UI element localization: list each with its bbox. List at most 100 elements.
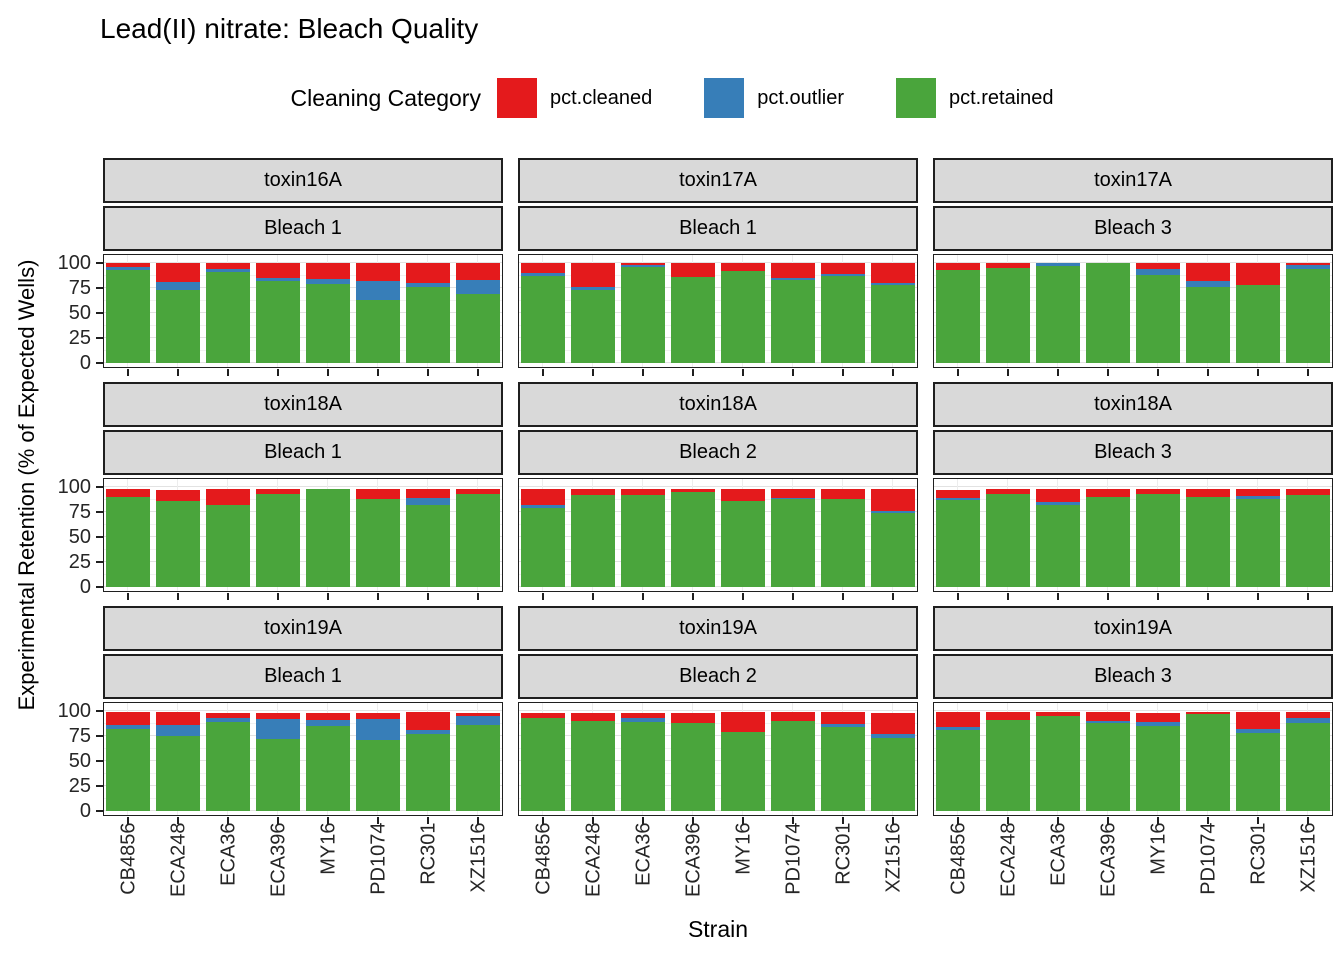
gridline-major (104, 362, 502, 363)
x-tick-mark (741, 369, 744, 376)
bar-ECA396 (1085, 489, 1130, 587)
bar-segment-pct-outlier (455, 716, 500, 725)
bar-PD1074 (355, 713, 400, 811)
bar-segment-pct-cleaned (1085, 712, 1130, 721)
y-tick-label: 0 (79, 351, 91, 374)
gridline-major (104, 735, 502, 736)
bar-segment-pct-cleaned (720, 489, 765, 501)
bar-segment-pct-outlier (105, 267, 150, 270)
y-tick-label: 75 (68, 724, 91, 747)
x-tick-mark (741, 593, 744, 600)
bar-segment-pct-retained (1285, 269, 1330, 363)
bar-XZ1516 (1285, 263, 1330, 363)
y-tick-mark (96, 286, 103, 289)
x-tick-mark (1256, 817, 1259, 824)
bar-segment-pct-cleaned (355, 489, 400, 499)
bar-segment-pct-cleaned (1135, 263, 1180, 269)
bar-segment-pct-retained (720, 271, 765, 363)
bar-segment-pct-retained (620, 267, 665, 363)
bar-segment-pct-outlier (1235, 729, 1280, 733)
bar-segment-pct-cleaned (305, 713, 350, 720)
facet-strip-bleach: Bleach 1 (103, 430, 503, 475)
bar-segment-pct-cleaned (1185, 712, 1230, 714)
bar-segment-pct-retained (355, 300, 400, 363)
gridline-minor (104, 772, 502, 774)
x-tick-label-CB4856: CB4856 (947, 822, 969, 895)
gridline-major (934, 486, 1332, 487)
gridline-minor (934, 722, 1332, 724)
gridline-minor (104, 324, 502, 326)
bar-segment-pct-retained (105, 497, 150, 587)
bar-segment-pct-outlier (770, 278, 815, 280)
x-tick-mark (326, 817, 329, 824)
x-tick-label-MY16: MY16 (1147, 822, 1169, 875)
panel (518, 702, 918, 824)
bar-ECA396 (255, 489, 300, 587)
facet-toxin17A-bleach-3: toxin17A Bleach 3 (933, 158, 1333, 376)
gridline-minor (934, 349, 1332, 351)
bar-segment-pct-outlier (1085, 721, 1130, 723)
x-tick-label-ECA396: ECA396 (267, 822, 289, 898)
bar-segment-pct-retained (570, 290, 615, 363)
y-tick-label: 50 (68, 749, 91, 772)
gridline-major (934, 561, 1332, 562)
bar-MY16 (305, 489, 350, 587)
x-tick-mark (891, 817, 894, 824)
bar-segment-pct-cleaned (455, 263, 500, 280)
bar-segment-pct-retained (620, 495, 665, 587)
chart-title: Lead(II) nitrate: Bleach Quality (100, 13, 479, 44)
x-tick-mark (476, 593, 479, 600)
bar-segment-pct-outlier (870, 734, 915, 738)
bar-segment-pct-retained (720, 501, 765, 587)
x-tick-mark (376, 593, 379, 600)
gridline-major (104, 586, 502, 587)
x-tick-label-RC301: RC301 (832, 822, 854, 885)
bar-ECA248 (155, 712, 200, 811)
bar-CB4856 (935, 263, 980, 363)
x-tick-mark (1256, 369, 1259, 376)
x-tick-label-ECA36: ECA36 (632, 822, 654, 886)
bar-segment-pct-retained (620, 722, 665, 811)
bar-segment-pct-cleaned (620, 263, 665, 265)
gridline-major (519, 287, 917, 288)
bar-segment-pct-outlier (620, 718, 665, 722)
gridline-minor (104, 299, 502, 301)
x-tick-mark (591, 593, 594, 600)
x-tick-mark (476, 369, 479, 376)
facet-strip-bleach: Bleach 3 (933, 654, 1333, 699)
bar-ECA36 (205, 489, 250, 587)
bar-RC301 (405, 263, 450, 363)
bar-segment-pct-retained (520, 276, 565, 363)
bar-segment-pct-retained (870, 513, 915, 587)
bar-segment-pct-cleaned (1035, 712, 1080, 716)
bar-segment-pct-cleaned (620, 713, 665, 718)
bar-segment-pct-cleaned (155, 490, 200, 501)
y-tick-label: 25 (68, 774, 91, 797)
bar-ECA248 (570, 263, 615, 363)
gridline-major (104, 785, 502, 786)
bar-CB4856 (105, 712, 150, 811)
bar-segment-pct-cleaned (1185, 489, 1230, 497)
facet-toxin16A-bleach-1: toxin16A Bleach 1 (103, 158, 503, 376)
bar-segment-pct-outlier (620, 265, 665, 267)
gridline-major (519, 735, 917, 736)
bar-segment-pct-cleaned (205, 713, 250, 718)
bar-PD1074 (770, 263, 815, 363)
bar-segment-pct-cleaned (1085, 489, 1130, 497)
bar-segment-pct-cleaned (155, 263, 200, 282)
x-tick-mark (276, 593, 279, 600)
y-tick-mark (96, 510, 103, 513)
bar-segment-pct-cleaned (1235, 489, 1280, 496)
bar-segment-pct-cleaned (1135, 489, 1180, 494)
x-tick-mark (691, 593, 694, 600)
facet-strip-bleach: Bleach 1 (103, 654, 503, 699)
bar-ECA248 (570, 713, 615, 811)
bar-segment-pct-retained (355, 740, 400, 811)
x-tick-mark (1106, 593, 1109, 600)
legend-item-retained: pct.retained (896, 78, 1054, 118)
bar-ECA396 (255, 263, 300, 363)
x-tick-mark (841, 593, 844, 600)
bar-segment-pct-retained (935, 500, 980, 587)
bar-segment-pct-retained (255, 281, 300, 363)
bar-segment-pct-outlier (305, 279, 350, 284)
